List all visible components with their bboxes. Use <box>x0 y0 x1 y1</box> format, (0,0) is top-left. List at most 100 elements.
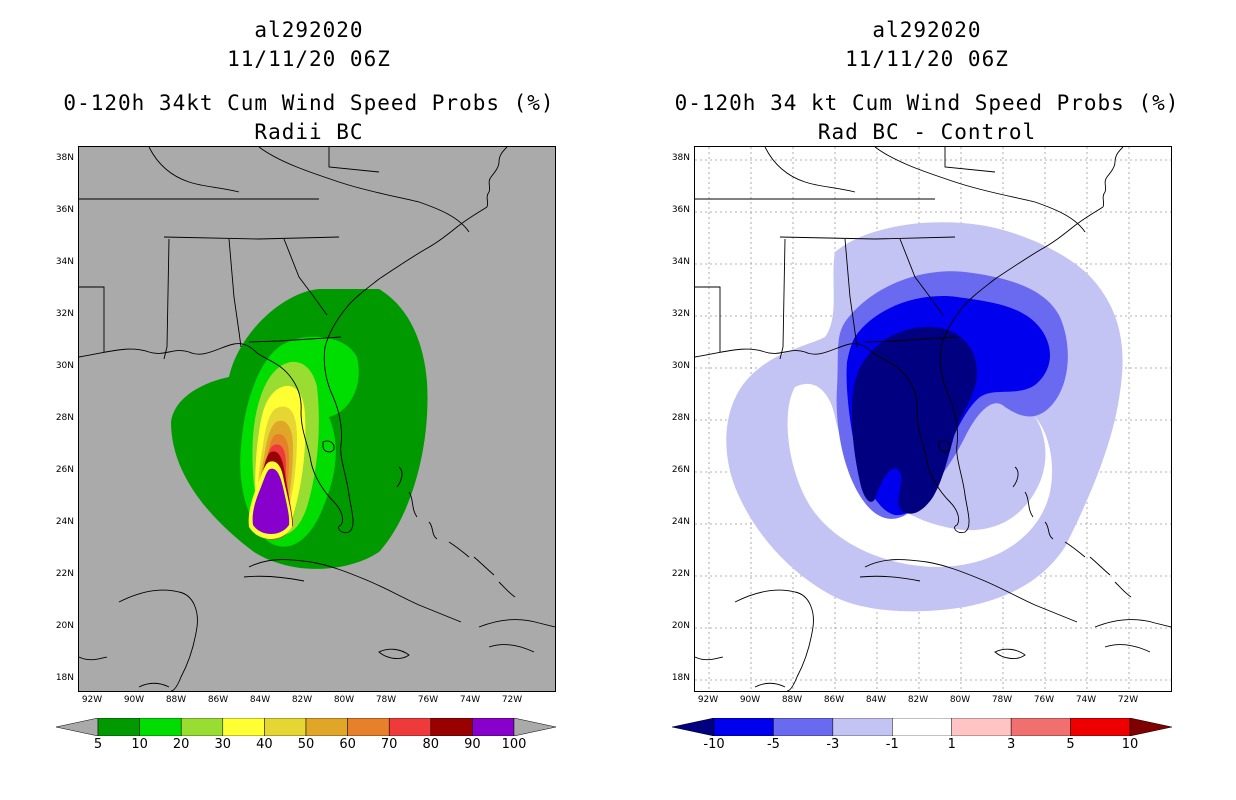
right-lon-label: 72W <box>1117 695 1139 705</box>
colorbar-label: -5 <box>766 737 780 752</box>
colorbar-swatch <box>892 718 952 736</box>
left-lon-label: 90W <box>123 695 145 705</box>
colorbar-label: 3 <box>1007 737 1016 752</box>
right-lon-label: 82W <box>907 695 929 705</box>
right-lat-label: 32N <box>671 309 690 319</box>
colorbar-swatch <box>472 718 515 736</box>
colorbar-label: 1 <box>947 737 956 752</box>
right-coastlines <box>695 147 1171 691</box>
right-lat-label: 30N <box>671 361 690 371</box>
colorbar-swatch <box>139 718 182 736</box>
right-lon-label: 76W <box>1033 695 1055 705</box>
right-lat-label: 36N <box>671 205 690 215</box>
colorbar-swatch <box>832 718 893 736</box>
left-lon-label: 82W <box>291 695 313 705</box>
right-lon-label: 86W <box>823 695 845 705</box>
left-lon-label: 86W <box>207 695 229 705</box>
right-map-svg <box>695 147 1171 691</box>
colorbar-swatch <box>773 718 834 736</box>
right-lon-label: 80W <box>949 695 971 705</box>
left-lat-label: 22N <box>55 569 74 579</box>
left-subtitle: Radii BC <box>254 120 364 144</box>
colorbar-label: 90 <box>464 737 481 752</box>
colorbar-label: 10 <box>131 737 148 752</box>
right-lat-label: 38N <box>671 153 690 163</box>
left-storm-id: al292020 <box>254 18 364 42</box>
right-product-title: 0-120h 34 kt Cum Wind Speed Probs (%) <box>674 91 1180 115</box>
left-lat-label: 38N <box>55 153 74 163</box>
left-lon-label: 74W <box>459 695 481 705</box>
left-map <box>78 146 556 692</box>
right-colorbar <box>672 718 1172 736</box>
colorbar-label: -10 <box>703 737 725 752</box>
right-lon-label: 92W <box>697 695 719 705</box>
right-lon-label: 74W <box>1075 695 1097 705</box>
left-lat-label: 28N <box>55 413 74 423</box>
left-lon-label: 84W <box>249 695 271 705</box>
colorbar-swatch <box>951 718 1012 736</box>
colorbar-under-triangle <box>56 718 99 736</box>
left-lat-label: 18N <box>55 673 74 683</box>
colorbar-swatch <box>388 718 432 736</box>
right-lat-label: 28N <box>671 413 690 423</box>
colorbar-label: -1 <box>885 737 899 752</box>
left-lat-label: 30N <box>55 361 74 371</box>
right-lon-label: 90W <box>739 695 761 705</box>
colorbar-swatch <box>1010 718 1071 736</box>
right-datetime: 11/11/20 06Z <box>845 47 1009 71</box>
left-lat-label: 32N <box>55 309 74 319</box>
left-lon-label: 92W <box>81 695 103 705</box>
diff-minus10-region <box>851 326 977 514</box>
right-lon-label: 78W <box>991 695 1013 705</box>
colorbar-label: 10 <box>1121 737 1139 752</box>
right-lon-label: 84W <box>865 695 887 705</box>
left-lon-label: 76W <box>417 695 439 705</box>
right-subtitle: Rad BC - Control <box>817 120 1037 144</box>
colorbar-swatch <box>713 718 774 736</box>
colorbar-label: 50 <box>297 737 315 752</box>
right-lon-label: 88W <box>781 695 803 705</box>
prob-100-contour <box>252 468 290 534</box>
colorbar-over-triangle <box>513 718 556 736</box>
right-lat-label: 34N <box>671 257 690 267</box>
left-lon-label: 80W <box>333 695 355 705</box>
left-lon-label: 78W <box>375 695 397 705</box>
colorbar-swatch <box>305 718 348 736</box>
left-lat-label: 36N <box>55 205 74 215</box>
left-map-svg <box>79 147 555 691</box>
left-lat-label: 24N <box>55 517 74 527</box>
colorbar-label: 70 <box>380 737 398 752</box>
left-lat-label: 26N <box>55 465 74 475</box>
colorbar-label: 5 <box>1066 737 1075 752</box>
left-lon-label: 72W <box>501 695 523 705</box>
colorbar-over-triangle <box>1129 718 1172 736</box>
right-lat-label: 20N <box>671 621 690 631</box>
right-storm-id: al292020 <box>872 18 982 42</box>
right-lat-label: 22N <box>671 569 690 579</box>
diff-inner-white <box>787 383 1053 567</box>
colorbar-swatch <box>222 718 265 736</box>
left-lon-label: 88W <box>165 695 187 705</box>
colorbar-under-triangle <box>672 718 715 736</box>
colorbar-swatch <box>430 718 473 736</box>
colorbar-swatch <box>180 718 224 736</box>
colorbar-swatch <box>1070 718 1131 736</box>
left-colorbar <box>56 718 556 736</box>
colorbar-label: 100 <box>501 737 527 752</box>
left-lat-label: 20N <box>55 621 74 631</box>
coastlines <box>79 147 555 691</box>
colorbar-label: 5 <box>93 737 103 752</box>
left-datetime: 11/11/20 06Z <box>227 47 391 71</box>
colorbar-label: 60 <box>339 737 356 752</box>
right-lat-label: 18N <box>671 673 690 683</box>
right-lat-label: 26N <box>671 465 690 475</box>
colorbar-label: 80 <box>422 737 440 752</box>
colorbar-swatch <box>264 718 307 736</box>
left-product-title: 0-120h 34kt Cum Wind Speed Probs (%) <box>63 91 555 115</box>
colorbar-label: 30 <box>214 737 232 752</box>
right-lat-label: 24N <box>671 517 690 527</box>
right-map <box>694 146 1172 692</box>
colorbar-swatch <box>347 718 390 736</box>
colorbar-label: 20 <box>172 737 190 752</box>
colorbar-label: -3 <box>826 737 840 752</box>
